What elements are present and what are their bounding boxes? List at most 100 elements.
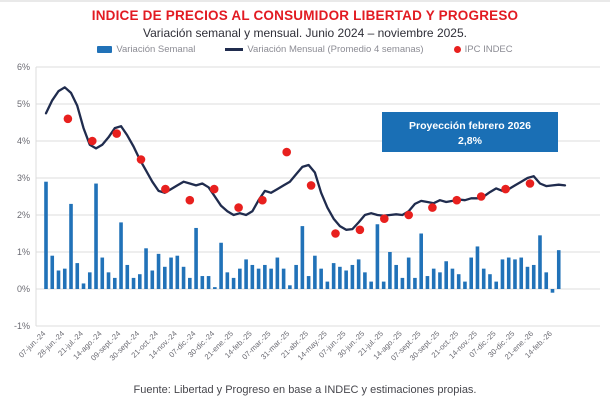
weekly-bar (119, 222, 123, 289)
weekly-bar (369, 281, 373, 289)
weekly-bar (244, 259, 248, 289)
y-axis-tick-label: -1% (14, 321, 30, 331)
weekly-bar (481, 268, 486, 289)
weekly-bar (506, 257, 511, 289)
ipc-indec-dot (501, 184, 510, 194)
y-axis-tick-label: 3% (17, 173, 30, 183)
weekly-bar (281, 268, 286, 289)
monthly-average-line (44, 86, 567, 231)
ipc-indec-dot (476, 192, 486, 201)
y-axis-tick-label: 5% (17, 99, 30, 109)
weekly-bar (81, 283, 86, 289)
legend-item-weekly-variation: Variación Semanal (97, 44, 195, 55)
weekly-bar (419, 233, 423, 289)
weekly-bar (556, 250, 561, 289)
weekly-bar (188, 277, 192, 289)
weekly-bar (181, 266, 186, 289)
ipc-indec-dot (88, 136, 97, 146)
y-axis-tick-label: 4% (17, 136, 30, 146)
weekly-bar (394, 264, 398, 289)
weekly-bar (356, 259, 361, 289)
source-footer: Fuente: Libertad y Progreso en base a IN… (133, 384, 477, 396)
weekly-bar (169, 257, 173, 289)
weekly-bar (325, 281, 330, 289)
weekly-bar (106, 272, 111, 289)
weekly-bars (44, 181, 561, 293)
weekly-bar (338, 266, 342, 289)
ipc-indec-dot (355, 225, 365, 235)
weekly-bar (112, 277, 117, 289)
legend-label: Variación Mensual (Promedio 4 semanas) (247, 44, 424, 55)
projection-annotation: Proyección febrero 2026 2,8% (382, 112, 558, 152)
weekly-bar (381, 281, 386, 289)
weekly-bar (288, 285, 292, 289)
weekly-bar (350, 264, 355, 289)
weekly-bar (125, 264, 130, 289)
ipc-indec-dot (161, 184, 170, 194)
ipc-indec-dot (525, 179, 535, 188)
line-swatch-icon (225, 48, 244, 51)
chart-area: 6% 5% 4% 3% 2% 1% 0% -1% Proyección febrero 2026… (0, 57, 610, 384)
ipc-indec-dot (185, 195, 195, 205)
ipc-indec-dot (209, 184, 219, 194)
chart-subtitle: Variación semanal y mensual. Junio 2024 … (143, 26, 467, 40)
weekly-bar (450, 268, 455, 289)
weekly-bar (494, 281, 499, 289)
weekly-bar (400, 277, 405, 289)
weekly-bar (94, 183, 98, 289)
weekly-bar (363, 272, 367, 289)
weekly-bar (69, 203, 73, 289)
ipc-indec-dot (380, 214, 389, 223)
dot-swatch-icon (453, 46, 461, 53)
weekly-bar (163, 266, 167, 289)
weekly-bar (313, 255, 317, 289)
ipc-indec-dot (331, 229, 340, 238)
ipc-indec-dot (452, 195, 462, 205)
ipc-indec-dot (282, 147, 292, 157)
weekly-bar (500, 259, 505, 289)
legend-item-ipc-indec: IPC INDEC (453, 44, 513, 55)
weekly-bar (250, 264, 255, 289)
weekly-bar (456, 274, 461, 289)
weekly-bar (319, 268, 323, 289)
weekly-bar (306, 276, 311, 289)
weekly-bar (431, 268, 436, 289)
weekly-bar (100, 257, 105, 289)
ipc-indec-dot (234, 203, 243, 212)
weekly-bar (175, 255, 180, 289)
ipc-indec-dot (428, 203, 437, 212)
weekly-bar (438, 272, 442, 289)
weekly-bar (513, 259, 517, 289)
weekly-bar (531, 264, 536, 289)
weekly-bar (56, 270, 61, 289)
weekly-bar (463, 281, 467, 289)
weekly-bar (413, 277, 417, 289)
weekly-bar (144, 248, 148, 289)
bar-swatch-icon (97, 46, 113, 53)
cpi-chart: 6% 5% 4% 3% 2% 1% 0% -1% Proyección febrero 2026… (14, 62, 600, 363)
weekly-bar (344, 270, 348, 289)
weekly-bar (194, 227, 198, 289)
weekly-bar (87, 272, 92, 289)
projection-title: Proyección febrero 2026 (409, 120, 531, 132)
weekly-bar (238, 268, 242, 289)
legend-label: IPC INDEC (464, 44, 513, 55)
chart-legend: Variación Semanal Variación Mensual (Pro… (0, 44, 610, 55)
weekly-bar (263, 264, 267, 289)
weekly-bar (425, 276, 430, 289)
weekly-bar (544, 272, 549, 289)
weekly-bar (213, 287, 217, 289)
weekly-bar (150, 270, 155, 289)
projection-value: 2,8% (458, 135, 483, 147)
weekly-bar (137, 274, 142, 289)
y-axis-tick-label: 2% (17, 210, 30, 220)
ipc-indec-dot (63, 114, 73, 124)
ipc-indec-dot (112, 129, 121, 138)
weekly-bar (519, 257, 524, 289)
y-axis-tick-label: 6% (17, 62, 30, 72)
weekly-bar (550, 289, 555, 293)
weekly-bar (269, 268, 273, 289)
ipc-indec-dot (258, 195, 267, 205)
ipc-indec-dot (136, 155, 146, 164)
